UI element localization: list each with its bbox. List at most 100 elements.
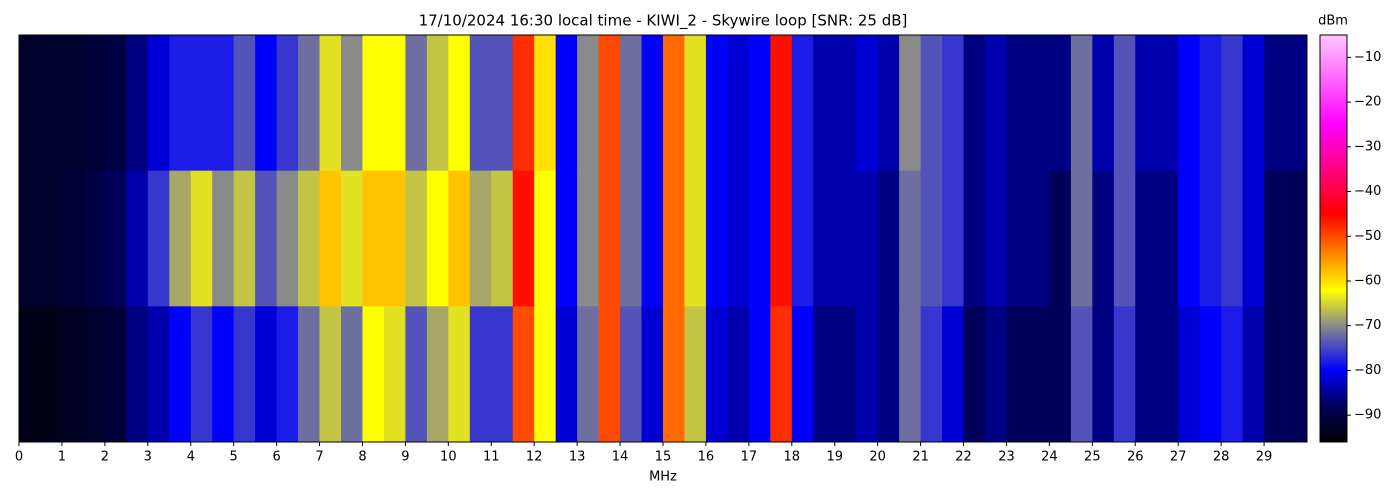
x-tick-label: 26	[1127, 450, 1144, 465]
x-tick-label: 25	[1084, 450, 1101, 465]
heatmap-cell	[985, 306, 1007, 443]
heatmap-cell	[770, 170, 793, 307]
x-tick-label: 8	[358, 450, 366, 465]
colorbar-tick-label: −40	[1354, 184, 1381, 199]
x-tick-label: 6	[272, 450, 280, 465]
heatmap-cell	[899, 170, 921, 307]
x-tick-label: 18	[784, 450, 801, 465]
heatmap-cell	[233, 170, 256, 307]
heatmap-cell	[620, 306, 642, 443]
heatmap-cell	[448, 170, 471, 307]
colorbar-label: dBm	[1318, 14, 1348, 29]
heatmap-cell	[169, 35, 192, 172]
heatmap-cell	[61, 35, 84, 172]
heatmap-cell	[1049, 170, 1072, 307]
x-tick-label: 9	[401, 450, 409, 465]
heatmap-cell	[985, 35, 1007, 172]
x-tick-label: 19	[826, 450, 843, 465]
heatmap-cell	[942, 35, 964, 172]
heatmap-cell	[641, 306, 664, 443]
x-tick-label: 14	[612, 450, 629, 465]
heatmap-cell	[705, 306, 728, 443]
heatmap-cell	[383, 306, 406, 443]
heatmap-cell	[448, 35, 471, 172]
heatmap-cell	[1027, 306, 1050, 443]
heatmap-cell	[877, 306, 900, 443]
x-tick-label: 4	[187, 450, 195, 465]
heatmap-cell	[1242, 170, 1265, 307]
colorbar-tick-label: −70	[1354, 318, 1381, 333]
heatmap-cell	[641, 170, 664, 307]
heatmap-cell	[212, 306, 235, 443]
heatmap-cell	[620, 35, 642, 172]
heatmap-cell	[770, 35, 793, 172]
heatmap-cell	[255, 170, 277, 307]
heatmap-cell	[663, 170, 685, 307]
heatmap-cell	[512, 170, 535, 307]
heatmap-cell	[1285, 35, 1308, 172]
heatmap-cell	[834, 170, 857, 307]
x-tick-label: 16	[698, 450, 715, 465]
heatmap-cell	[491, 35, 514, 172]
heatmap-cell	[1113, 35, 1136, 172]
heatmap-cell	[1006, 35, 1029, 172]
heatmap-cell	[534, 35, 557, 172]
heatmap-cell	[791, 170, 814, 307]
heatmap-cell	[598, 306, 621, 443]
heatmap-cell	[448, 306, 471, 443]
heatmap-cell	[1135, 35, 1158, 172]
heatmap-cell	[61, 170, 84, 307]
heatmap-cell	[684, 35, 707, 172]
heatmap-cell	[341, 306, 363, 443]
heatmap-cell	[169, 306, 192, 443]
heatmap-cell	[169, 170, 192, 307]
heatmap-cell	[104, 35, 127, 172]
heatmap-cell	[1199, 306, 1222, 443]
colorbar-tick-label: −50	[1354, 229, 1381, 244]
colorbar-tick-label: −80	[1354, 363, 1381, 378]
x-axis-label: MHz	[649, 470, 677, 485]
heatmap-cell	[684, 170, 707, 307]
heatmap-cell	[319, 35, 342, 172]
x-tick-label: 29	[1256, 450, 1273, 465]
heatmap-cell	[1178, 306, 1201, 443]
chart-title: 17/10/2024 16:30 local time - KIWI_2 - S…	[419, 12, 908, 31]
x-tick-label: 17	[741, 450, 758, 465]
heatmap-cell	[555, 170, 578, 307]
heatmap-cell	[1113, 306, 1136, 443]
x-tick-label: 5	[230, 450, 238, 465]
heatmap-cell	[83, 35, 106, 172]
heatmap-cell	[663, 306, 685, 443]
heatmap-cell	[405, 35, 428, 172]
x-tick-label: 12	[526, 450, 543, 465]
heatmap-cell	[1264, 170, 1286, 307]
heatmap-cell	[856, 35, 879, 172]
heatmap-cell	[255, 35, 277, 172]
x-tick-label: 21	[912, 450, 929, 465]
heatmap-cell	[1006, 306, 1029, 443]
heatmap-cell	[469, 306, 492, 443]
heatmap-cell	[190, 306, 213, 443]
heatmap-cell	[791, 35, 814, 172]
heatmap-cell	[641, 35, 664, 172]
heatmap-cell	[1070, 170, 1093, 307]
heatmap-cell	[1006, 170, 1029, 307]
heatmap-cell	[555, 35, 578, 172]
heatmap-cell	[598, 35, 621, 172]
heatmap-cell	[920, 306, 943, 443]
heatmap-cell	[1070, 306, 1093, 443]
heatmap-cell	[1178, 35, 1201, 172]
heatmap-cell	[126, 170, 149, 307]
heatmap-cell	[920, 35, 943, 172]
heatmap-cell	[104, 170, 127, 307]
heatmap-cell	[1242, 306, 1265, 443]
heatmap-cell	[1092, 306, 1115, 443]
x-tick-label: 2	[101, 450, 109, 465]
heatmap-cell	[856, 170, 879, 307]
heatmap-cell	[190, 170, 213, 307]
heatmap-cell	[491, 170, 514, 307]
heatmap-cell	[1199, 170, 1222, 307]
heatmap-cell	[1199, 35, 1222, 172]
heatmap-cell	[727, 170, 750, 307]
heatmap-cell	[319, 170, 342, 307]
